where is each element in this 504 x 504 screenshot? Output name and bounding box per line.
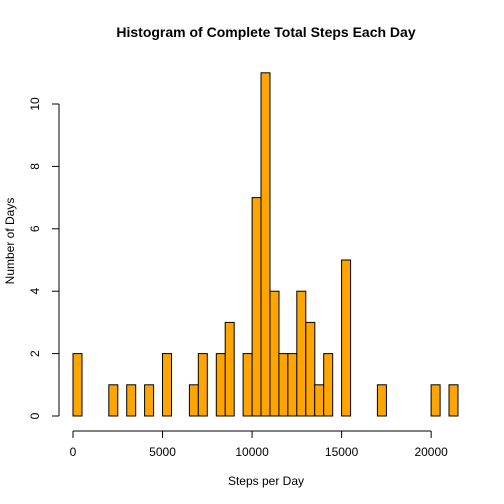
y-tick-label: 0 <box>28 412 42 419</box>
histogram-bar-1 <box>108 384 119 417</box>
x-axis: 0 5000 10000 15000 20000 <box>70 430 448 459</box>
y-axis-label: Number of Days <box>3 198 17 285</box>
histogram-bar-20 <box>376 384 387 417</box>
y-tick-label: 4 <box>28 288 42 295</box>
histogram-bar-17 <box>314 384 325 417</box>
histogram-bar-2 <box>126 384 137 417</box>
histogram-bar-9 <box>242 353 253 417</box>
x-tick-label: 10000 <box>235 445 269 459</box>
chart-title: Histogram of Complete Total Steps Each D… <box>116 24 415 40</box>
histogram-bar-13 <box>278 353 289 417</box>
histogram-bar-15 <box>296 290 307 417</box>
histogram-bar-21 <box>430 384 441 417</box>
bars-group <box>72 72 459 417</box>
histogram-bar-8 <box>224 321 235 417</box>
histogram-bar-11 <box>260 72 271 417</box>
histogram-bar-19 <box>341 259 352 417</box>
histogram-bar-12 <box>269 290 280 417</box>
histogram-bar-5 <box>188 384 199 417</box>
histogram-bar-14 <box>287 353 298 417</box>
y-tick-label: 10 <box>28 97 42 111</box>
histogram-bar-6 <box>197 353 208 417</box>
histogram-bar-22 <box>448 384 459 417</box>
y-axis: 0 2 4 6 8 10 <box>28 97 60 419</box>
histogram-bar-18 <box>323 353 334 417</box>
histogram-bar-4 <box>162 353 172 417</box>
x-tick-label: 15000 <box>325 445 359 459</box>
y-tick-label: 6 <box>28 225 42 232</box>
x-axis-label: Steps per Day <box>228 474 304 488</box>
histogram-bar-16 <box>305 321 316 417</box>
histogram-bar-7 <box>215 353 226 417</box>
x-tick-label: 20000 <box>414 445 448 459</box>
y-tick-label: 8 <box>28 163 42 170</box>
x-tick-label: 5000 <box>149 445 176 459</box>
x-tick-label: 0 <box>70 445 77 459</box>
histogram-bar-3 <box>144 384 155 417</box>
histogram-bar-10 <box>251 197 262 417</box>
histogram-bar-0 <box>72 353 83 417</box>
y-tick-label: 2 <box>28 350 42 357</box>
